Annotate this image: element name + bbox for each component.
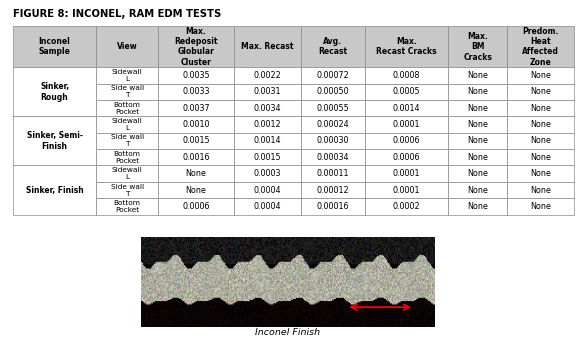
Text: 0.0006: 0.0006 (393, 136, 420, 145)
Text: 0.0016: 0.0016 (182, 153, 210, 162)
Text: Inconel
Sample: Inconel Sample (39, 37, 70, 56)
Text: 0.0006: 0.0006 (393, 153, 420, 162)
Text: 0.0003: 0.0003 (254, 169, 281, 178)
Text: 0.0014: 0.0014 (393, 104, 420, 113)
Text: None: None (467, 202, 488, 211)
Text: 0.00050: 0.00050 (316, 88, 349, 97)
Text: Max.
Recast Cracks: Max. Recast Cracks (376, 37, 437, 56)
Text: 2 mils: 2 mils (366, 311, 394, 320)
Text: None: None (530, 202, 551, 211)
Text: 0.0010: 0.0010 (182, 120, 210, 129)
Text: 0.00072: 0.00072 (316, 71, 349, 80)
Text: Side wall
T: Side wall T (110, 135, 144, 147)
Text: 0.0006: 0.0006 (182, 202, 210, 211)
Text: 0.0001: 0.0001 (393, 185, 420, 194)
Text: None: None (185, 185, 207, 194)
Text: None: None (467, 71, 488, 80)
Text: 0.0004: 0.0004 (254, 185, 281, 194)
Text: None: None (530, 104, 551, 113)
Text: None: None (467, 88, 488, 97)
Text: None: None (467, 136, 488, 145)
Text: Sinker, Finish: Sinker, Finish (26, 185, 83, 194)
Text: Avg.
Recast: Avg. Recast (318, 37, 348, 56)
Text: FIGURE 8: INCONEL, RAM EDM TESTS: FIGURE 8: INCONEL, RAM EDM TESTS (13, 9, 221, 19)
Text: Sinker, Semi-
Finish: Sinker, Semi- Finish (26, 131, 83, 151)
Text: 0.0031: 0.0031 (254, 88, 281, 97)
Text: Max.
BM
Cracks: Max. BM Cracks (463, 32, 492, 62)
Text: Sidewall
L: Sidewall L (112, 69, 143, 82)
Text: None: None (467, 120, 488, 129)
Text: 0.00030: 0.00030 (316, 136, 349, 145)
Text: None: None (530, 185, 551, 194)
Text: None: None (530, 136, 551, 145)
Text: Side wall
T: Side wall T (110, 183, 144, 197)
Text: 0.00024: 0.00024 (316, 120, 349, 129)
Text: Sinker,
Rough: Sinker, Rough (40, 82, 69, 102)
Text: None: None (185, 169, 207, 178)
Text: 0.00012: 0.00012 (316, 185, 349, 194)
Text: 0.0014: 0.0014 (254, 136, 281, 145)
Text: 0.0001: 0.0001 (393, 120, 420, 129)
Text: None: None (530, 169, 551, 178)
Text: None: None (467, 153, 488, 162)
Text: 0.0034: 0.0034 (254, 104, 281, 113)
Text: 0.0033: 0.0033 (182, 88, 210, 97)
Text: 0.00034: 0.00034 (316, 153, 349, 162)
Text: None: None (467, 169, 488, 178)
Text: View: View (117, 42, 137, 51)
Text: None: None (530, 120, 551, 129)
Text: 0.00011: 0.00011 (316, 169, 349, 178)
Text: 0.0015: 0.0015 (254, 153, 281, 162)
Text: 0.0005: 0.0005 (393, 88, 420, 97)
Text: None: None (467, 185, 488, 194)
Text: 0.0004: 0.0004 (254, 202, 281, 211)
Text: Max. Recast: Max. Recast (241, 42, 294, 51)
Text: Max.
Redeposit
Globular
Cluster: Max. Redeposit Globular Cluster (174, 27, 218, 67)
Text: 0.0002: 0.0002 (393, 202, 420, 211)
Text: 0.00055: 0.00055 (316, 104, 349, 113)
Text: Bottom
Pocket: Bottom Pocket (114, 151, 141, 164)
Text: 0.0022: 0.0022 (254, 71, 281, 80)
Text: Bottom
Pocket: Bottom Pocket (114, 200, 141, 213)
Text: None: None (530, 88, 551, 97)
Text: 0.0037: 0.0037 (182, 104, 210, 113)
Text: Sidewall
L: Sidewall L (112, 167, 143, 180)
Text: 0.0035: 0.0035 (182, 71, 210, 80)
Text: 0.0015: 0.0015 (182, 136, 210, 145)
Text: 0.0012: 0.0012 (254, 120, 281, 129)
Text: 0.0001: 0.0001 (393, 169, 420, 178)
Text: Bottom
Pocket: Bottom Pocket (114, 102, 141, 115)
Text: 0.00016: 0.00016 (316, 202, 349, 211)
Text: Sidewall
L: Sidewall L (112, 118, 143, 131)
Text: None: None (530, 71, 551, 80)
Text: Side wall
T: Side wall T (110, 85, 144, 99)
Text: Predom.
Heat
Affected
Zone: Predom. Heat Affected Zone (522, 27, 559, 67)
Text: Inconel Finish: Inconel Finish (255, 328, 320, 337)
Text: None: None (530, 153, 551, 162)
Text: 0.0008: 0.0008 (393, 71, 420, 80)
Text: None: None (467, 104, 488, 113)
